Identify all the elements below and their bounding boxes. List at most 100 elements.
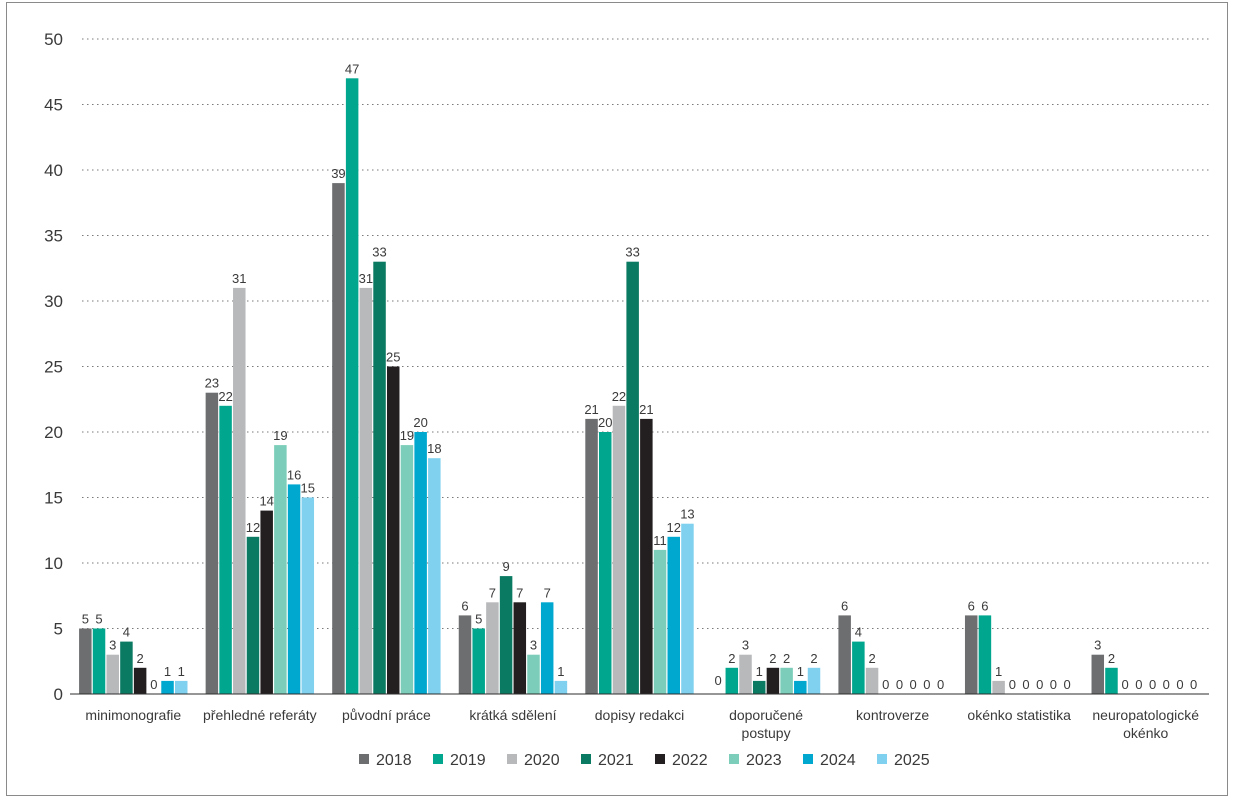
bar (133, 667, 147, 694)
legend-swatch (803, 754, 813, 764)
bar (838, 615, 851, 694)
category-label: dopisy redakci (595, 707, 685, 723)
bar-value-label: 4 (123, 625, 130, 640)
bar (585, 418, 598, 694)
bar-value-label: 0 (1036, 677, 1043, 692)
bar (274, 445, 287, 694)
bar (807, 667, 821, 694)
bar (414, 432, 427, 694)
bar-value-label: 7 (544, 585, 551, 600)
bar (681, 523, 694, 694)
bar (1091, 654, 1105, 694)
bar-value-label: 19 (400, 428, 414, 443)
bar (667, 536, 680, 694)
bar-value-label: 3 (742, 638, 749, 653)
bar-value-label: 0 (1022, 677, 1029, 692)
legend-swatch (433, 754, 443, 764)
bar-value-label: 33 (625, 245, 639, 260)
bar-value-label: 1 (797, 664, 804, 679)
bar-value-label: 11 (653, 533, 667, 548)
legend-swatch (359, 754, 369, 764)
bar (345, 78, 359, 695)
bar (301, 497, 315, 694)
bar-value-label: 0 (1063, 677, 1070, 692)
bar (1105, 667, 1118, 694)
bar (739, 654, 752, 694)
legend-label: 2018 (376, 752, 412, 769)
bar (260, 510, 273, 694)
bar-value-label: 0 (1176, 677, 1183, 692)
bar (205, 392, 219, 694)
category-label: okénko (1123, 725, 1168, 741)
bar-value-label: 25 (386, 350, 400, 365)
bar-value-label: 15 (301, 481, 315, 496)
bar (219, 405, 232, 694)
category-labels: minimonografie přehledné referáty původní … (85, 707, 1199, 741)
bar-value-label: 2 (868, 651, 875, 666)
bar (233, 287, 246, 694)
bar-value-label: 2 (810, 651, 817, 666)
category-label: neuropatologické (1092, 707, 1199, 723)
category-label: doporučené (729, 707, 803, 723)
bar-value-label: 0 (1149, 677, 1156, 692)
legend-swatch (507, 754, 517, 764)
bar-value-label: 0 (1050, 677, 1057, 692)
category-label: kontroverze (856, 707, 929, 723)
bar (287, 484, 301, 694)
bar-value-label: 5 (82, 612, 89, 627)
bar-value-label: 7 (489, 585, 496, 600)
bar (174, 680, 188, 694)
bar-value-label: 31 (232, 271, 246, 286)
bar-value-label: 0 (1122, 677, 1129, 692)
bar-value-label: 23 (205, 376, 219, 391)
bar (120, 641, 133, 694)
bar-value-label: 2 (137, 651, 144, 666)
bar-value-label: 0 (714, 673, 721, 688)
bar-value-label: 1 (557, 664, 564, 679)
bar (332, 183, 345, 694)
bar-value-label: 12 (667, 520, 681, 535)
bar (852, 641, 865, 694)
bar-value-label: 4 (855, 625, 862, 640)
bar (612, 405, 626, 694)
bar-value-label: 39 (331, 166, 345, 181)
bar (540, 602, 554, 694)
bar (640, 418, 653, 694)
bar (780, 667, 793, 694)
bar-value-label: 2 (728, 651, 735, 666)
legend: 2018 2019 2020 2021 2022 2023 2024 2025 (359, 752, 930, 769)
bar (400, 445, 414, 694)
bar-value-label: 1 (178, 664, 185, 679)
bar (246, 536, 260, 694)
bar-value-label: 5 (475, 612, 482, 627)
bar (599, 432, 612, 694)
bar-value-label: 31 (359, 271, 373, 286)
legend-swatch (581, 754, 591, 764)
bar-value-label: 0 (1009, 677, 1016, 692)
bar (794, 680, 807, 694)
bar (865, 667, 879, 694)
y-axis-ticks: 0 5 10 15 20 25 30 35 40 45 50 (44, 30, 63, 704)
legend-label: 2020 (524, 752, 560, 769)
bar-value-label: 5 (95, 612, 102, 627)
bar-value-label: 0 (923, 677, 930, 692)
bar-value-label: 0 (896, 677, 903, 692)
y-tick-label: 10 (44, 554, 63, 573)
bar-value-label: 21 (639, 402, 653, 417)
bar (92, 628, 106, 694)
bar-value-label: 0 (882, 677, 889, 692)
bar (428, 458, 441, 694)
bar-value-label: 1 (164, 664, 171, 679)
y-tick-label: 25 (44, 358, 63, 377)
bar-value-label: 6 (461, 598, 468, 613)
bar-value-label: 6 (968, 598, 975, 613)
bar (766, 667, 780, 694)
legend-label: 2024 (820, 752, 856, 769)
legend-swatch (877, 754, 887, 764)
bar-value-label: 2 (1108, 651, 1115, 666)
bar-value-label: 22 (218, 389, 232, 404)
legend-swatch (655, 754, 665, 764)
legend-label: 2023 (746, 752, 782, 769)
bar-value-label: 2 (783, 651, 790, 666)
